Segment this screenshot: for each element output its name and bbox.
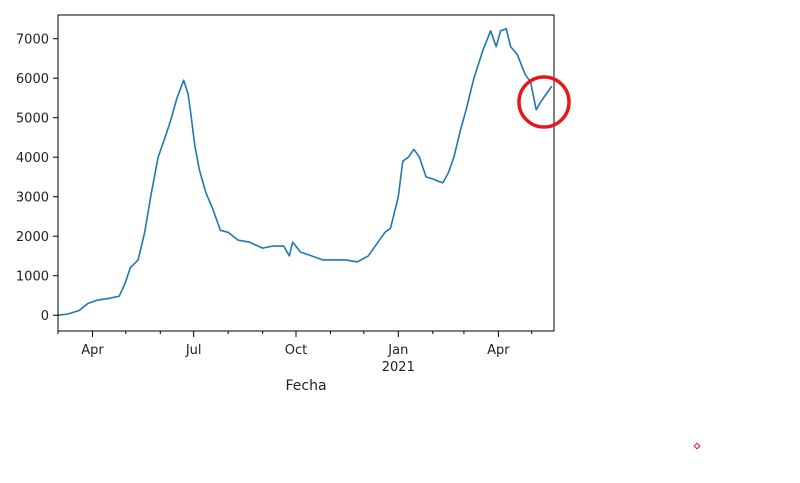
x-tick-label: Jan xyxy=(387,343,408,358)
y-tick-label: 2000 xyxy=(16,230,49,245)
plot-frame xyxy=(57,14,555,332)
x-tick-label: Apr xyxy=(81,343,104,358)
x-axis-tick-labels: Apr Jul Oct Jan 2021 Apr xyxy=(81,343,510,375)
x-tick-sublabel: 2021 xyxy=(382,360,415,375)
small-marker xyxy=(693,442,701,450)
y-tick-label: 5000 xyxy=(16,112,49,127)
y-tick-label: 6000 xyxy=(16,72,49,87)
x-tick-label: Jul xyxy=(185,343,202,358)
y-tick-label: 1000 xyxy=(16,270,49,285)
y-axis-tick-labels: 0 1000 2000 3000 4000 5000 6000 7000 xyxy=(16,33,49,325)
y-tick-label: 7000 xyxy=(16,33,49,48)
y-tick-label: 0 xyxy=(41,309,49,324)
axis-ticks xyxy=(53,38,533,337)
x-axis-title: Fecha xyxy=(285,378,326,394)
series-line xyxy=(57,28,553,316)
highlight-circle xyxy=(517,75,571,129)
y-tick-label: 3000 xyxy=(16,191,49,206)
x-tick-label: Oct xyxy=(285,343,307,358)
x-tick-label: Apr xyxy=(487,343,510,358)
y-tick-label: 4000 xyxy=(16,151,49,166)
